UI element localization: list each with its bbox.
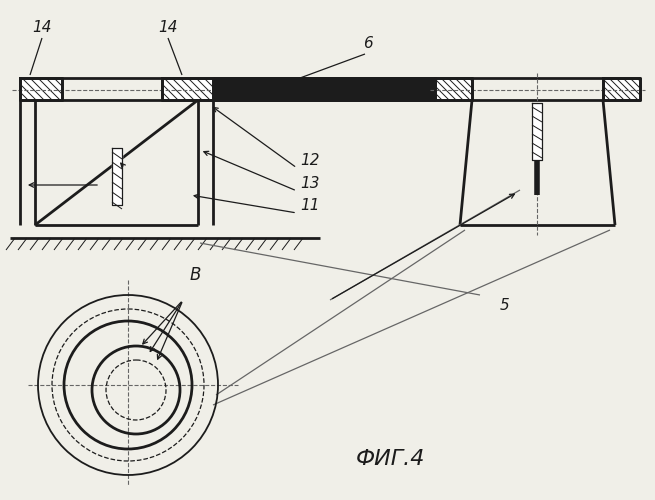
Text: B: B xyxy=(190,266,201,284)
Polygon shape xyxy=(213,78,435,100)
Text: ФИГ.4: ФИГ.4 xyxy=(355,449,424,469)
Text: 14: 14 xyxy=(159,20,178,35)
Polygon shape xyxy=(603,78,640,100)
Text: 12: 12 xyxy=(300,153,320,168)
Polygon shape xyxy=(20,78,62,100)
Polygon shape xyxy=(112,148,122,205)
Text: 6: 6 xyxy=(363,36,373,51)
Text: 14: 14 xyxy=(32,20,52,35)
Polygon shape xyxy=(532,103,542,160)
Text: 5: 5 xyxy=(500,298,510,313)
Text: 11: 11 xyxy=(300,198,320,213)
Polygon shape xyxy=(162,78,213,100)
Text: 13: 13 xyxy=(300,176,320,191)
Polygon shape xyxy=(435,78,472,100)
